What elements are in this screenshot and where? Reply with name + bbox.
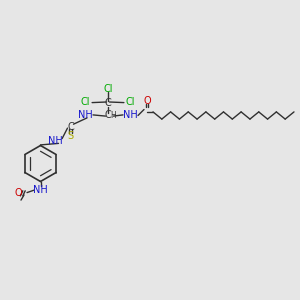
Text: NH: NH — [123, 110, 138, 121]
Text: Cl: Cl — [81, 97, 90, 107]
Text: NH: NH — [48, 136, 63, 146]
Text: S: S — [68, 130, 74, 141]
Text: C: C — [67, 122, 74, 132]
Text: NH: NH — [33, 184, 48, 195]
Text: NH: NH — [78, 110, 93, 121]
Text: C: C — [105, 110, 111, 121]
Text: Cl: Cl — [126, 97, 135, 107]
Text: H: H — [110, 111, 116, 120]
Text: O: O — [14, 188, 22, 199]
Text: C: C — [105, 98, 111, 109]
Text: Cl: Cl — [103, 83, 113, 94]
Text: O: O — [143, 95, 151, 106]
